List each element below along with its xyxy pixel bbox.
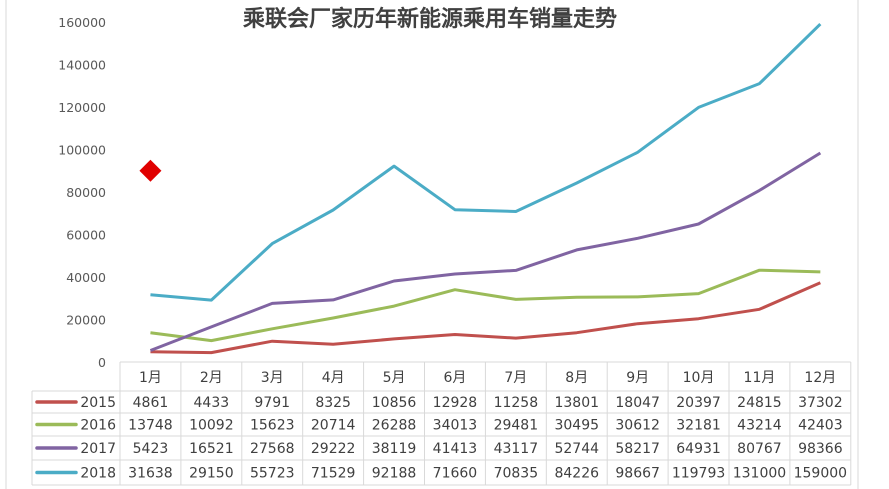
series-line-2018 — [150, 23, 822, 302]
table-cell: 10092 — [189, 418, 234, 434]
x-category-label: 2月 — [200, 370, 223, 386]
table-cell: 43117 — [494, 441, 539, 457]
table-cell: 55723 — [250, 466, 295, 482]
table-cell: 12928 — [433, 395, 478, 411]
table-cell: 26288 — [372, 418, 417, 434]
table-cell: 31638 — [128, 466, 173, 482]
table-cell: 52744 — [554, 441, 599, 457]
table-cell: 131000 — [733, 466, 786, 482]
y-tick-label: 40000 — [66, 270, 106, 285]
table-cell: 38119 — [372, 441, 417, 457]
table-cell: 71660 — [433, 466, 478, 482]
x-category-label: 7月 — [504, 370, 527, 386]
legend-label-2017: 2017 — [80, 441, 116, 457]
y-tick-label: 120000 — [58, 100, 106, 115]
table-cell: 15623 — [250, 418, 295, 434]
y-tick-label: 100000 — [58, 143, 106, 158]
table-cell: 58217 — [615, 441, 660, 457]
series-line-2017 — [149, 151, 822, 352]
table-cell: 11258 — [494, 395, 539, 411]
y-tick-label: 80000 — [66, 185, 106, 200]
diamond-icon — [139, 159, 162, 182]
table-cell: 4861 — [133, 395, 169, 411]
table-cell: 20714 — [311, 418, 356, 434]
table-cell: 80767 — [737, 441, 782, 457]
table-cell: 29481 — [494, 418, 539, 434]
x-category-label: 10月 — [683, 370, 715, 386]
table-cell: 98366 — [798, 441, 843, 457]
table-cell: 37302 — [798, 395, 843, 411]
table-cell: 29150 — [189, 466, 234, 482]
table-cell: 18047 — [615, 395, 660, 411]
y-tick-label: 20000 — [66, 313, 106, 328]
y-tick-label: 160000 — [58, 15, 106, 30]
red-diamond-marker — [139, 159, 162, 182]
series-line-2016 — [150, 268, 821, 343]
table-cell: 34013 — [433, 418, 478, 434]
y-tick-label: 60000 — [66, 228, 106, 243]
table-cell: 20397 — [676, 395, 721, 411]
table-cell: 29222 — [311, 441, 356, 457]
data-table: 1月 2月 3月 4月 5月 6月 7月 8月 9月 10月 11月 12月 2015 4861 4433 9… — [31, 361, 852, 486]
y-tick-label: 140000 — [58, 58, 106, 73]
table-cell: 4433 — [194, 395, 230, 411]
table-cell: 27568 — [250, 441, 295, 457]
table-cell: 98667 — [615, 466, 660, 482]
table-cell: 32181 — [676, 418, 721, 434]
table-cell: 43214 — [737, 418, 782, 434]
table-cell: 42403 — [798, 418, 843, 434]
series-line-2015 — [150, 281, 821, 355]
table-cell: 16521 — [189, 441, 234, 457]
table-cell: 8325 — [315, 395, 351, 411]
table-cell: 70835 — [494, 466, 539, 482]
legend-label-2015: 2015 — [80, 395, 116, 411]
x-category-label: 1月 — [139, 370, 162, 386]
x-category-label: 5月 — [383, 370, 406, 386]
x-category-label: 9月 — [626, 370, 649, 386]
x-category-label: 8月 — [565, 370, 588, 386]
table-cell: 41413 — [433, 441, 478, 457]
x-category-label: 11月 — [744, 370, 776, 386]
table-cell: 5423 — [133, 441, 169, 457]
table-cell: 92188 — [372, 466, 417, 482]
series-lines — [149, 23, 822, 355]
table-cell: 30495 — [554, 418, 599, 434]
y-axis: 0 20000 40000 60000 80000 100000 120000 140000 1… — [58, 15, 106, 370]
chart-title: 乘联会厂家历年新能源乘用车销量走势 — [242, 6, 617, 32]
x-category-label: 3月 — [261, 370, 284, 386]
x-category-label: 4月 — [322, 370, 345, 386]
legend-label-2016: 2016 — [80, 418, 116, 434]
table-cell: 9791 — [254, 395, 290, 411]
table-cell: 84226 — [554, 466, 599, 482]
table-cell: 71529 — [311, 466, 356, 482]
table-cell: 24815 — [737, 395, 782, 411]
legend-label-2018: 2018 — [80, 466, 116, 482]
table-cell: 159000 — [794, 466, 847, 482]
table-cell: 64931 — [676, 441, 721, 457]
table-cell: 10856 — [372, 395, 417, 411]
table-cell: 13748 — [128, 418, 173, 434]
y-tick-label: 0 — [98, 355, 106, 370]
x-category-label: 12月 — [804, 370, 836, 386]
x-category-label: 6月 — [443, 370, 466, 386]
table-cell: 13801 — [554, 395, 599, 411]
table-cell: 119793 — [672, 466, 725, 482]
table-cell: 30612 — [615, 418, 660, 434]
